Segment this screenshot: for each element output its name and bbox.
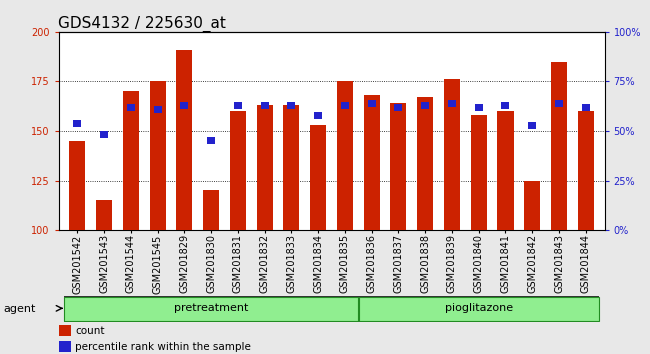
Bar [417, 97, 433, 230]
Text: pioglitazone: pioglitazone [445, 303, 513, 313]
Bar [582, 104, 590, 111]
Bar [234, 102, 242, 109]
Bar [448, 100, 456, 107]
Bar [230, 111, 246, 230]
Bar [123, 91, 139, 230]
Bar [153, 106, 162, 113]
Bar [368, 100, 376, 107]
Text: percentile rank within the sample: percentile rank within the sample [75, 342, 251, 352]
Bar [261, 102, 268, 109]
Bar [497, 111, 514, 230]
Bar [64, 297, 358, 321]
Text: pretreatment: pretreatment [174, 303, 248, 313]
Bar [73, 120, 81, 126]
Bar [337, 81, 353, 230]
Bar [363, 95, 380, 230]
Bar [58, 341, 70, 353]
Bar [150, 81, 166, 230]
Text: GDS4132 / 225630_at: GDS4132 / 225630_at [58, 16, 226, 32]
Bar [391, 103, 406, 230]
Bar [395, 104, 402, 111]
Bar [180, 102, 188, 109]
Bar [359, 297, 599, 321]
Bar [207, 137, 215, 144]
Bar [341, 102, 349, 109]
Bar [501, 102, 510, 109]
Bar [58, 325, 70, 336]
Bar [100, 131, 108, 138]
Bar [310, 125, 326, 230]
Bar [471, 115, 487, 230]
Bar [444, 79, 460, 230]
Bar [283, 105, 300, 230]
Bar [421, 102, 429, 109]
Bar [96, 200, 112, 230]
Bar [524, 181, 540, 230]
Bar [474, 104, 483, 111]
Text: agent: agent [3, 304, 36, 314]
Bar [287, 102, 295, 109]
Bar [314, 112, 322, 119]
Bar [257, 105, 272, 230]
Bar [69, 141, 85, 230]
Bar [551, 62, 567, 230]
Bar [176, 50, 192, 230]
Bar [127, 104, 135, 111]
Text: count: count [75, 326, 105, 336]
Bar [578, 111, 594, 230]
Bar [203, 190, 219, 230]
Bar [555, 100, 563, 107]
Bar [528, 121, 536, 129]
